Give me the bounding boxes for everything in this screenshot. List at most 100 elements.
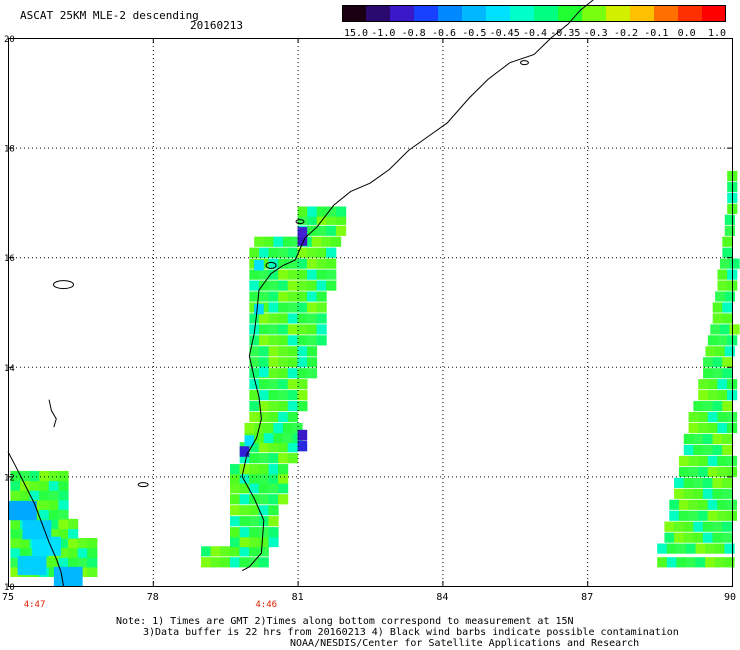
- swath-cell: [58, 547, 69, 558]
- swath-cell: [68, 547, 79, 558]
- colorbar-swatch: [582, 5, 606, 21]
- swath-cell: [669, 499, 680, 510]
- swath-cell: [722, 521, 733, 532]
- swath-cell: [39, 509, 50, 520]
- swath-cell: [268, 247, 279, 258]
- swath-cell: [39, 490, 50, 501]
- swath-cell: [249, 335, 260, 346]
- colorbar-swatch: [654, 5, 678, 21]
- swath-cell: [674, 477, 685, 488]
- swath-cell: [712, 357, 723, 368]
- swath-cell: [39, 470, 50, 482]
- swath-cell: [87, 547, 98, 558]
- swath-cell: [306, 258, 318, 269]
- swath-cell: [258, 453, 270, 464]
- pass-time-label: 4:47: [24, 600, 46, 610]
- swath-cell: [705, 557, 716, 568]
- swath-cell: [712, 313, 723, 324]
- swath-cell: [258, 390, 270, 401]
- swath-cell: [258, 379, 270, 390]
- swath-cell: [68, 538, 79, 549]
- swath-cell: [326, 225, 337, 236]
- swath-cell: [724, 543, 735, 554]
- coastline-fragment: [48, 399, 57, 428]
- swath-cell: [336, 214, 347, 225]
- swath-cell: [278, 368, 289, 379]
- lake-outline: [53, 280, 75, 290]
- swath-cell: [239, 453, 250, 464]
- swath-cell: [249, 412, 260, 423]
- swath-cell: [20, 547, 31, 558]
- swath-cell: [278, 390, 289, 401]
- swath-cell: [244, 435, 255, 446]
- swath-cell: [287, 280, 298, 291]
- swath-cell: [712, 401, 723, 412]
- swath-cell: [239, 527, 250, 538]
- swath-cell: [268, 368, 279, 379]
- swath-cell: [249, 368, 260, 379]
- colorbar-swatch: [558, 5, 582, 21]
- swath-cell: [722, 488, 733, 499]
- swath-cell: [717, 499, 728, 510]
- swath-cell: [287, 313, 298, 324]
- swath-cell: [239, 494, 250, 505]
- swath-cell: [249, 516, 260, 527]
- swath-cell: [268, 357, 279, 368]
- swath-cell: [717, 455, 728, 467]
- swath-cell: [68, 557, 79, 568]
- swath-cell: [306, 346, 318, 357]
- swath-cell: [268, 258, 279, 269]
- swath-cell: [278, 247, 289, 258]
- swath-cell: [719, 258, 731, 269]
- swath-cell: [77, 538, 88, 549]
- swath-cell: [273, 432, 284, 444]
- swath-cell: [20, 490, 31, 501]
- swath-cell: [297, 206, 308, 217]
- swath-cell: [722, 477, 733, 488]
- swath-cell: [230, 527, 241, 538]
- swath-cell: [698, 466, 709, 477]
- swath-cell: [278, 379, 289, 390]
- swath-cell: [239, 557, 250, 568]
- swath-cell: [724, 214, 735, 225]
- swath-cell: [712, 433, 723, 445]
- swath-cell: [210, 546, 221, 557]
- map-frame: [8, 38, 733, 587]
- swath-cell: [254, 259, 264, 271]
- swath-cell: [220, 546, 231, 557]
- swath-cell: [278, 258, 289, 269]
- swath-cell: [698, 390, 709, 401]
- swath-cell: [239, 505, 250, 516]
- swath-cell: [230, 473, 241, 484]
- swath-cell: [306, 368, 318, 379]
- swath-cell: [10, 538, 21, 549]
- swath-cell: [230, 494, 241, 505]
- lake-outline: [137, 482, 149, 488]
- swath-cell: [316, 280, 327, 291]
- swath-cell: [287, 258, 298, 269]
- swath-cell: [258, 302, 270, 313]
- swath-cell: [712, 488, 723, 499]
- swath-cell: [297, 280, 308, 291]
- swath-cell: [307, 206, 318, 217]
- swath-cell: [707, 455, 718, 467]
- pass-time-label: 4:46: [255, 600, 277, 610]
- swath-cell: [705, 543, 716, 554]
- swath-cell: [201, 557, 212, 568]
- swath-cell: [268, 324, 279, 335]
- swath-cell: [258, 335, 270, 346]
- swath-cell: [707, 412, 718, 423]
- swath-cell: [714, 557, 725, 568]
- colorbar: -15.0-1.0-0.8-0.6-0.5-0.45-0.4-0.35-0.3-…: [342, 5, 726, 39]
- swath-cell: [726, 510, 738, 521]
- swath-cell: [724, 557, 735, 568]
- swath-cell: [657, 557, 668, 568]
- swath-cell: [693, 521, 704, 532]
- swath-cell: [48, 499, 60, 510]
- swath-cell: [287, 291, 298, 302]
- colorbar-label: -0.2: [614, 28, 638, 39]
- swath-cell: [258, 258, 270, 269]
- swath-cell: [669, 510, 680, 521]
- colorbar-label: -0.3: [584, 28, 608, 39]
- swath-cell: [287, 346, 298, 357]
